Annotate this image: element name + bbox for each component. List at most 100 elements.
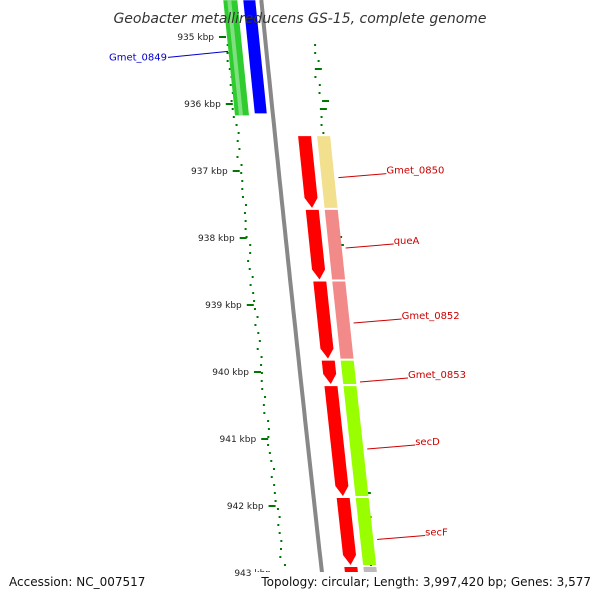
gc-dot	[226, 52, 229, 54]
gc-dot	[318, 92, 321, 94]
gc-dot	[273, 484, 276, 486]
gc-dot	[270, 460, 273, 462]
cog-category-band	[332, 281, 354, 359]
scale-tick-label: 940 kbp	[212, 368, 249, 378]
gene-labels: Gmet_0849 Gmet_0850 queA Gmet_0852 Gmet_0853…	[109, 50, 466, 540]
gc-dot	[260, 356, 263, 358]
gc-dot	[240, 172, 243, 174]
gc-dot	[236, 140, 239, 142]
gc-dot	[279, 556, 282, 558]
gc-dot	[267, 436, 270, 438]
gc-dot	[264, 396, 267, 398]
cog-category-band	[340, 360, 357, 385]
gc-dot	[235, 124, 238, 126]
gc-dot	[314, 52, 317, 54]
gene-label: Gmet_0853	[408, 370, 466, 381]
gene-feature-reverse	[313, 281, 334, 359]
gene-feature-reverse	[305, 209, 326, 280]
gene-label-leader	[167, 50, 229, 58]
gc-dot	[260, 372, 263, 374]
gc-dot	[226, 60, 229, 62]
gc-skew-dots-left	[226, 44, 286, 574]
cog-category-band	[355, 497, 377, 565]
gc-dot	[369, 564, 372, 566]
gc-dot	[268, 452, 271, 454]
gc-dot	[320, 124, 323, 126]
gene-feature-reverse	[336, 497, 356, 565]
feature-highlight	[227, 0, 243, 116]
gc-dot	[278, 516, 281, 518]
gene-label: queA	[394, 236, 420, 247]
gc-dot	[231, 108, 234, 110]
gc-dot	[276, 508, 279, 510]
gene-label: secF	[425, 527, 448, 538]
gc-dot	[314, 76, 317, 78]
gc-dot	[267, 420, 270, 422]
gc-dot	[244, 228, 247, 230]
scale-tick-label: 943 kbp	[234, 569, 271, 579]
gc-dot	[314, 68, 322, 70]
gc-dot	[322, 100, 330, 102]
gc-dot	[249, 284, 252, 286]
gc-dot	[273, 468, 276, 470]
gc-dot	[238, 148, 241, 150]
gc-dot	[241, 196, 244, 198]
gc-dot	[258, 340, 261, 342]
gc-dot	[237, 132, 240, 134]
gc-dot	[263, 412, 266, 414]
gc-dot	[230, 100, 233, 102]
gc-dot	[274, 500, 277, 502]
gene-label-leader	[377, 534, 426, 540]
topology-text: Topology: circular; Length: 3,997,420 bp…	[260, 575, 591, 589]
gc-dot	[254, 324, 257, 326]
gc-dot	[261, 388, 264, 390]
gc-dot	[314, 44, 317, 46]
gc-dot	[253, 308, 256, 310]
gc-dot	[267, 444, 270, 446]
gene-feature-reverse	[324, 386, 349, 496]
gc-dot	[240, 164, 243, 166]
cog-category-band	[343, 386, 369, 496]
gc-dot	[262, 404, 265, 406]
gene-label: Gmet_0852	[402, 311, 460, 322]
gc-dot	[257, 332, 260, 334]
gene-label-leader	[345, 243, 394, 249]
gc-dot	[244, 204, 247, 206]
scale-tick-label: 937 kbp	[191, 167, 228, 177]
gene-label-leader	[367, 444, 416, 450]
scale-tick-label: 939 kbp	[205, 301, 242, 311]
gc-dot	[228, 68, 231, 70]
accession-text: Accession: NC_007517	[9, 575, 145, 589]
gc-dot	[273, 492, 276, 494]
gc-dot	[317, 60, 320, 62]
scale-tick-label: 938 kbp	[198, 234, 235, 244]
gc-dot	[253, 300, 256, 302]
cog-category-band	[317, 136, 338, 208]
gc-dot	[256, 348, 259, 350]
gene-feature-reverse	[298, 136, 318, 208]
gc-dot	[283, 564, 286, 566]
gc-dot	[267, 428, 270, 430]
map-title: Geobacter metallireducens GS-15, complet…	[113, 11, 486, 27]
gc-dot	[277, 524, 280, 526]
scale-tick-label: 941 kbp	[220, 435, 257, 445]
footer-backdrop	[255, 572, 600, 600]
gc-dot	[260, 380, 263, 382]
gc-dot	[241, 188, 244, 190]
gc-dot	[244, 220, 247, 222]
gc-dot	[252, 292, 255, 294]
gc-dot	[322, 132, 325, 134]
gc-dot	[247, 260, 250, 262]
backbone-line	[259, 0, 327, 600]
gc-dot	[319, 108, 327, 110]
scale-ticks: 935 kbp 936 kbp 937 kbp 938 kbp 939 kbp 940 k…	[177, 33, 284, 579]
gc-dot	[229, 84, 232, 86]
gc-dot	[279, 548, 282, 550]
gene-label: secD	[415, 437, 440, 448]
gene-feature-reverse	[321, 360, 337, 385]
gene-label: Gmet_0849	[109, 52, 167, 63]
gc-dot	[280, 540, 283, 542]
cds-feature-forward	[243, 0, 267, 114]
genome-backbone	[259, 0, 327, 600]
